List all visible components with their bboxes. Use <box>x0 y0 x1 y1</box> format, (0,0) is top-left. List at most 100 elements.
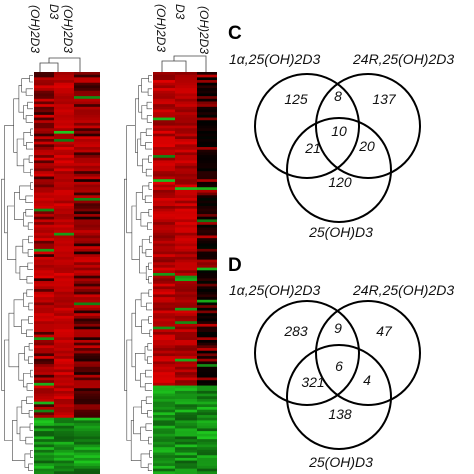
heatmap-cell <box>197 331 217 336</box>
heatmap-cell <box>34 313 54 317</box>
heatmap-cell <box>54 441 74 446</box>
heatmap-cell <box>34 98 54 103</box>
heatmap-cell <box>153 197 175 202</box>
heatmap-cell <box>34 337 54 341</box>
heatmap-cell <box>54 281 74 285</box>
heatmap-cell <box>34 417 54 421</box>
heatmap-cell <box>197 329 217 333</box>
heatmap-cell <box>153 401 175 405</box>
heatmap-cell <box>74 382 100 387</box>
heatmap-cell <box>175 98 197 103</box>
venn-d-count-bottom-only: 138 <box>328 406 352 422</box>
heatmap-cell <box>197 160 217 164</box>
heatmap-cell <box>153 98 175 103</box>
heatmap-cell <box>34 200 54 204</box>
heatmap-cell <box>197 463 217 467</box>
heatmap-cell <box>34 93 54 97</box>
heatmap-cell <box>34 219 54 223</box>
heatmap-cell <box>74 227 100 231</box>
heatmap-cell <box>54 211 74 215</box>
heatmap-cell <box>153 396 175 400</box>
heatmap-cell <box>74 364 100 368</box>
right-heatmap-panel: (OH)2D3 D3 (OH)2D3 <box>124 4 217 474</box>
heatmap-cell <box>74 114 100 119</box>
heatmap-cell <box>175 152 197 156</box>
heatmap-cell <box>197 90 217 95</box>
heatmap-cell <box>175 364 197 368</box>
heatmap-cell <box>74 243 100 247</box>
heatmap-cell <box>175 463 197 467</box>
heatmap-cell <box>54 200 74 204</box>
heatmap-cell <box>153 315 175 320</box>
heatmap-cell <box>197 203 217 207</box>
heatmap-cell <box>54 417 74 421</box>
heatmap-cell <box>54 230 74 234</box>
heatmap-cell <box>54 297 74 301</box>
heatmap-cell <box>197 356 217 360</box>
heatmap-cell <box>74 155 100 159</box>
heatmap-cell <box>74 313 100 317</box>
heatmap-cell <box>54 369 74 373</box>
heatmap-cell <box>153 256 175 261</box>
heatmap-cell <box>197 77 217 81</box>
heatmap-cell <box>74 449 100 454</box>
heatmap-cell <box>74 356 100 360</box>
heatmap-cell <box>34 388 54 392</box>
heatmap-cell <box>74 329 100 333</box>
left-column-label-1: (OH)2D3 <box>28 5 42 53</box>
heatmap-cell <box>34 398 54 403</box>
heatmap-cell <box>34 356 54 360</box>
heatmap-cell <box>34 184 54 188</box>
heatmap-cell <box>54 163 74 167</box>
heatmap-cell <box>197 278 217 282</box>
heatmap-cell <box>153 262 175 266</box>
heatmap-cell <box>34 141 54 145</box>
dendrogram-branches <box>124 75 152 471</box>
heatmap-cell <box>197 165 217 170</box>
heatmap-cell <box>153 88 175 92</box>
heatmap-cell <box>34 452 54 456</box>
heatmap-cell <box>175 297 197 301</box>
heatmap-cell <box>153 141 175 145</box>
heatmap-cell <box>54 136 74 140</box>
heatmap-cell <box>34 366 54 371</box>
heatmap-cell <box>175 439 197 443</box>
heatmap-cell <box>34 144 54 148</box>
heatmap-cell <box>153 187 175 191</box>
heatmap-cell <box>153 273 175 277</box>
left-column-dendrogram <box>39 57 81 72</box>
heatmap-cell <box>54 350 74 354</box>
heatmap-cell <box>54 189 74 194</box>
heatmap-cell <box>54 361 74 365</box>
heatmap-cell <box>153 203 175 207</box>
heatmap-cell <box>34 243 54 247</box>
heatmap-cell <box>74 74 100 78</box>
heatmap-cell <box>74 184 100 188</box>
heatmap-cell <box>54 88 74 92</box>
heatmap-cell <box>54 184 74 188</box>
heatmap-cell <box>175 390 197 395</box>
heatmap-cell <box>54 382 74 387</box>
heatmap-cell <box>74 179 100 183</box>
heatmap-cell <box>74 283 100 287</box>
heatmap-cell <box>175 417 197 421</box>
heatmap-cell <box>74 455 100 459</box>
heatmap-cell <box>153 460 175 464</box>
heatmap-cell <box>74 144 100 148</box>
heatmap-cell <box>74 208 100 212</box>
heatmap-cell <box>54 85 74 89</box>
heatmap-cell <box>54 372 74 376</box>
heatmap-cell <box>197 423 217 427</box>
heatmap-cell <box>74 377 100 381</box>
heatmap-cell <box>197 197 217 202</box>
heatmap-cell <box>175 214 197 218</box>
heatmap-cell <box>175 420 197 424</box>
heatmap-cell <box>153 291 175 296</box>
heatmap-cell <box>54 334 74 338</box>
heatmap-cell <box>54 455 74 459</box>
heatmap-cell <box>34 449 54 454</box>
heatmap-cell <box>175 452 197 456</box>
heatmap-cell <box>34 385 54 389</box>
heatmap-cell <box>74 390 100 395</box>
heatmap-cell <box>74 200 100 204</box>
